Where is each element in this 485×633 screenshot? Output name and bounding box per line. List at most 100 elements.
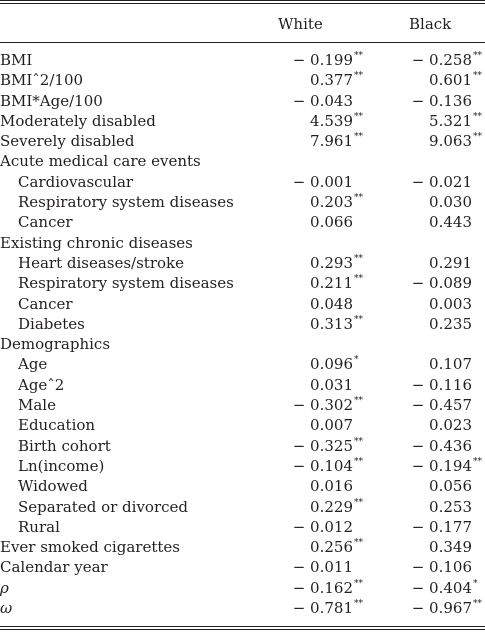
black-coefficient: 0.107	[429, 355, 472, 374]
white-coefficient: 0.048	[310, 294, 353, 313]
row-label: Respiratory system diseases	[18, 274, 234, 293]
black-coefficient: − 0.136	[411, 91, 472, 110]
black-coefficient: 0.601	[429, 71, 472, 90]
column-header-black: Black	[409, 15, 452, 33]
white-significance-stars: **	[354, 51, 363, 61]
table-row: ω − 0.781 ** − 0.967 **	[0, 598, 485, 618]
white-coefficient: 0.256	[310, 538, 353, 557]
white-significance-stars: **	[354, 456, 363, 467]
row-label: Existing chronic diseases	[0, 233, 193, 252]
top-rule-inner	[0, 3, 485, 4]
column-header-white: White	[278, 15, 323, 33]
black-coefficient: − 0.021	[411, 172, 472, 191]
row-label: BMI	[0, 51, 33, 69]
row-label: Ln(income)	[18, 456, 105, 475]
white-significance-stars: **	[354, 497, 363, 508]
table-row: Cancer 0.066 0.443	[0, 212, 485, 232]
table-row: Birth cohort − 0.325 ** − 0.436	[0, 436, 485, 456]
white-significance-stars: **	[354, 253, 363, 264]
table-row: Acute medical care events	[0, 151, 485, 171]
white-coefficient: − 0.011	[292, 558, 353, 577]
black-coefficient: 0.253	[429, 497, 472, 516]
row-label: Education	[18, 416, 96, 435]
black-coefficient: 9.063	[429, 132, 472, 151]
white-coefficient: 0.229	[310, 497, 353, 516]
row-label: Respiratory system diseases	[18, 193, 234, 212]
black-coefficient: − 0.116	[411, 375, 472, 394]
row-label: Cancer	[18, 213, 73, 232]
white-coefficient: − 0.199	[292, 51, 353, 69]
black-coefficient: 0.349	[429, 538, 472, 557]
white-coefficient: − 0.781	[292, 599, 353, 618]
black-coefficient: 0.003	[429, 294, 472, 313]
row-label: Demographics	[0, 335, 111, 354]
row-label: Moderately disabled	[0, 111, 156, 130]
table-row: Rural − 0.012 − 0.177	[0, 517, 485, 537]
black-significance-stars: **	[473, 51, 482, 61]
row-label: Acute medical care events	[0, 152, 201, 171]
white-coefficient: − 0.012	[292, 517, 353, 536]
black-coefficient: − 0.967	[411, 599, 472, 618]
white-coefficient: 0.377	[310, 71, 353, 90]
black-coefficient: 0.235	[429, 314, 472, 333]
black-coefficient: 0.291	[429, 253, 472, 272]
white-coefficient: 0.293	[310, 253, 353, 272]
white-coefficient: − 0.302	[292, 396, 353, 415]
row-label: ω	[0, 599, 13, 618]
black-coefficient: − 0.194	[411, 456, 472, 475]
table-row: Cardiovascular − 0.001 − 0.021	[0, 172, 485, 192]
table-row: Widowed 0.016 0.056	[0, 476, 485, 496]
row-label: ρ	[0, 578, 9, 597]
table-row: ρ − 0.162 ** − 0.404 *	[0, 578, 485, 598]
black-significance-stars: **	[473, 71, 482, 82]
row-label: Cancer	[18, 294, 73, 313]
row-label: Calendar year	[0, 558, 108, 577]
white-coefficient: 0.096	[310, 355, 353, 374]
row-label: Cardiovascular	[18, 172, 134, 191]
white-coefficient: 0.203	[310, 193, 353, 212]
white-coefficient: 0.007	[310, 416, 353, 435]
white-coefficient: 7.961	[310, 132, 353, 151]
row-label: Ever smoked cigarettes	[0, 538, 180, 557]
header-rule	[0, 42, 485, 43]
row-label: Rural	[18, 517, 60, 536]
white-significance-stars: *	[354, 355, 359, 366]
bottom-rule-inner	[0, 626, 485, 627]
white-significance-stars: **	[354, 71, 363, 82]
row-label: BMI*Age/100	[0, 91, 103, 110]
white-coefficient: − 0.001	[292, 172, 353, 191]
row-label: Birth cohort	[18, 436, 111, 455]
row-label: Age	[18, 355, 48, 374]
table-row: Existing chronic diseases	[0, 233, 485, 253]
black-coefficient: − 0.258	[411, 51, 472, 69]
table-row: Heart diseases/stroke 0.293 ** 0.291	[0, 253, 485, 273]
row-label: BMIˆ2/100	[0, 71, 84, 90]
white-coefficient: − 0.043	[292, 91, 353, 110]
table-row: Ageˆ2 0.031 − 0.116	[0, 375, 485, 395]
table-row: Demographics	[0, 334, 485, 354]
black-coefficient: − 0.106	[411, 558, 472, 577]
white-coefficient: − 0.104	[292, 456, 353, 475]
white-significance-stars: **	[354, 111, 363, 122]
white-significance-stars: **	[354, 599, 363, 610]
white-coefficient: 4.539	[310, 111, 353, 130]
black-significance-stars: **	[473, 111, 482, 122]
white-coefficient: 0.211	[310, 274, 353, 293]
black-coefficient: − 0.457	[411, 396, 472, 415]
row-label: Widowed	[18, 477, 88, 496]
white-coefficient: − 0.162	[292, 578, 353, 597]
black-coefficient: 0.030	[429, 193, 472, 212]
bottom-rule-outer	[0, 629, 485, 630]
table-row: Cancer 0.048 0.003	[0, 294, 485, 314]
black-coefficient: − 0.177	[411, 517, 472, 536]
black-significance-stars: **	[473, 456, 482, 467]
black-coefficient: − 0.436	[411, 436, 472, 455]
table-header: White Black	[0, 0, 485, 42]
white-coefficient: 0.313	[310, 314, 353, 333]
table-row: Ln(income) − 0.104 ** − 0.194 **	[0, 456, 485, 476]
table-row: Respiratory system diseases 0.211 ** − 0.08…	[0, 273, 485, 293]
top-rule-outer	[0, 0, 485, 1]
row-label: Heart diseases/stroke	[18, 253, 185, 272]
white-significance-stars: **	[354, 132, 363, 143]
